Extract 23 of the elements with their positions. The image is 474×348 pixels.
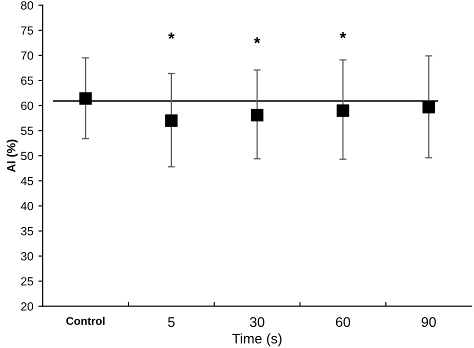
y-tick-label: 45 <box>20 176 34 186</box>
y-tick-label: 65 <box>21 76 34 85</box>
y-tick-label: 75 <box>21 26 34 35</box>
x-tick-label: 90 <box>422 317 436 327</box>
x-tick-label: Control <box>66 316 105 325</box>
y-tick-label: 30 <box>20 252 34 260</box>
y-tick-label: 40 <box>20 202 34 210</box>
y-tick-label: 60 <box>21 102 34 110</box>
annotation: * <box>168 32 175 39</box>
x-axis-title: Time (s) <box>232 333 282 346</box>
x-tick-label: 60 <box>336 317 350 327</box>
annotation: * <box>254 37 260 44</box>
x-tick-label: 5 <box>168 317 175 327</box>
x-tick-label: 30 <box>250 317 264 327</box>
y-tick-label: 70 <box>21 51 34 60</box>
y-tick-label: 55 <box>20 126 34 136</box>
y-tick-label: 50 <box>20 152 34 160</box>
annotation: * <box>340 32 346 38</box>
y-axis-title: AI (%) <box>6 140 18 172</box>
y-tick-label: 25 <box>21 277 34 286</box>
y-tick-label: 20 <box>21 302 34 311</box>
y-tick-label: 80 <box>21 1 34 10</box>
y-tick-label: 35 <box>20 227 34 236</box>
